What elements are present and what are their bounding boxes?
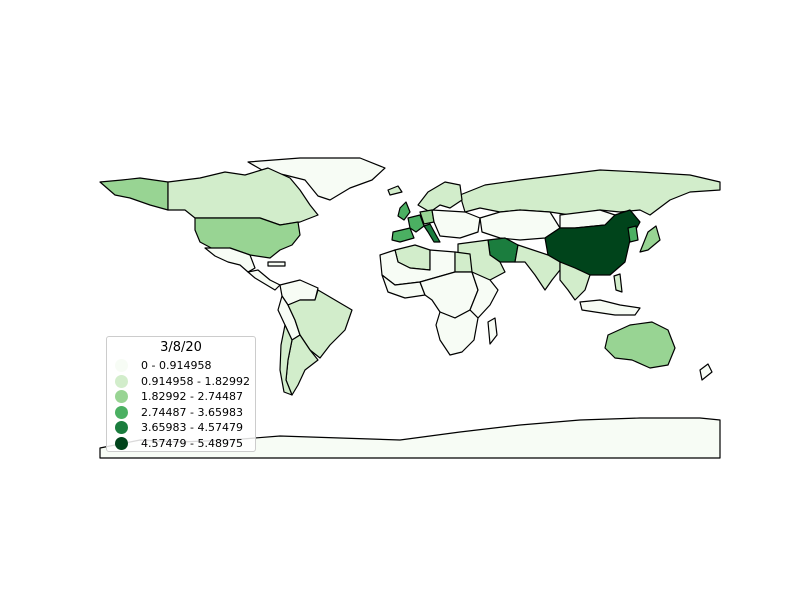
legend-swatch: [115, 437, 128, 450]
region-france: [407, 214, 425, 233]
legend-swatch: [115, 359, 128, 372]
legend-swatch: [115, 390, 128, 404]
legend-label: 1.82992 - 2.74487: [141, 390, 243, 404]
region-uk: [397, 201, 411, 221]
legend-label: 0 - 0.914958: [141, 359, 212, 372]
legend-swatch: [115, 374, 128, 388]
legend-label: 3.65983 - 4.57479: [141, 421, 243, 435]
region-east-africa: [469, 271, 499, 319]
map-legend: 3/8/20 0 - 0.914958 0.914958 - 1.82992 1.8…: [106, 336, 256, 452]
region-italy: [423, 223, 441, 243]
region-scandinavia: [417, 181, 463, 213]
region-new-zealand: [699, 363, 713, 381]
legend-label: 2.74487 - 3.65983: [141, 405, 243, 419]
legend-title: 3/8/20: [160, 340, 202, 355]
region-korea: [627, 225, 639, 243]
region-egypt: [454, 251, 473, 273]
region-philippines: [613, 273, 623, 293]
region-japan: [639, 225, 661, 253]
region-chile: [279, 324, 293, 396]
region-indonesia: [579, 299, 641, 316]
region-southeast-asia: [559, 261, 591, 301]
legend-label: 0.914958 - 1.82992: [141, 374, 250, 388]
region-spain: [391, 227, 415, 243]
region-india: [514, 244, 561, 291]
region-russia: [459, 169, 721, 216]
region-caribbean: [267, 261, 286, 267]
region-madagascar: [487, 317, 498, 345]
legend-swatch: [115, 405, 128, 419]
region-central-america: [247, 269, 281, 291]
legend-label: 4.57479 - 5.48975: [141, 437, 243, 450]
region-southern-africa: [435, 309, 479, 356]
legend-swatch: [115, 421, 128, 435]
region-iceland: [387, 185, 403, 196]
region-canada: [167, 167, 319, 226]
region-alaska: [99, 177, 169, 211]
region-eastern-europe: [431, 209, 481, 239]
region-australia: [604, 321, 676, 369]
